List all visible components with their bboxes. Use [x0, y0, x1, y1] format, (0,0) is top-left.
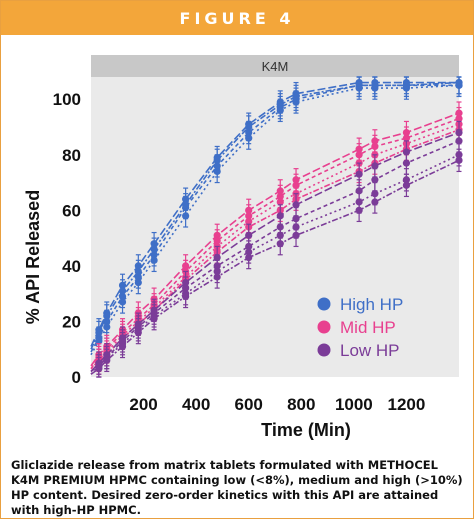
legend-marker [317, 343, 331, 357]
data-point [118, 342, 127, 351]
data-point [245, 253, 253, 262]
data-point [292, 201, 300, 209]
data-point [355, 170, 363, 178]
x-tick-label: 1200 [388, 395, 426, 414]
legend-label: Low HP [340, 341, 400, 360]
data-point [371, 198, 379, 206]
data-point [134, 328, 142, 337]
data-point [371, 176, 379, 184]
y-axis-title: % API Released [23, 190, 43, 324]
x-tick-label: 600 [235, 395, 263, 414]
y-tick-label: 80 [62, 146, 81, 165]
x-tick-label: 400 [182, 395, 210, 414]
panel-strip [91, 55, 459, 77]
data-point [276, 240, 284, 248]
data-point [134, 267, 142, 276]
data-point [455, 78, 463, 87]
data-point [355, 81, 363, 89]
data-point [182, 201, 190, 209]
legend-label: Mid HP [340, 318, 396, 337]
data-point [118, 287, 127, 295]
series-high-hp-4 [90, 76, 463, 350]
panel-label: K4M [262, 59, 289, 74]
x-tick-label: 200 [129, 395, 157, 414]
series-line [90, 117, 460, 370]
series-line [90, 84, 460, 356]
data-point [402, 159, 411, 167]
legend-marker [317, 297, 331, 311]
legend-label: High HP [340, 295, 403, 314]
data-point [150, 245, 158, 253]
data-point [103, 312, 111, 320]
figure-label: FIGURE 4 [179, 8, 295, 28]
data-point [402, 81, 411, 89]
y-tick-label: 100 [53, 90, 81, 109]
legend-item: Low HP [317, 341, 400, 360]
release-chart: K4M 0 20 40 60 80 100 200 400 600 800 1000 1200 % A… [23, 55, 463, 440]
y-tick-label: 60 [62, 201, 81, 220]
data-point [95, 328, 103, 337]
data-point [213, 273, 221, 281]
data-point [213, 156, 221, 164]
data-point [276, 101, 284, 109]
series-line [90, 81, 460, 350]
data-point [182, 292, 190, 301]
data-point [355, 206, 363, 214]
figure-header: FIGURE 4 [1, 1, 473, 35]
data-point [245, 123, 253, 131]
series-low-hp-4 [90, 148, 463, 378]
y-tick-label: 20 [62, 312, 81, 331]
data-point [292, 231, 300, 239]
legend: High HP Mid HP Low HP [317, 295, 403, 360]
legend-marker [317, 320, 331, 334]
data-point [371, 162, 379, 170]
data-point [455, 156, 463, 164]
data-series [90, 76, 463, 378]
figure-caption: Gliclazide release from matrix tablets f… [11, 458, 463, 517]
plot-area [91, 77, 459, 377]
x-axis-title: Time (Min) [261, 420, 351, 440]
y-tick-label: 40 [62, 257, 81, 276]
legend-item: Mid HP [317, 318, 396, 337]
data-point [402, 181, 411, 189]
data-point [150, 315, 158, 323]
axis-ticks: 0 20 40 60 80 100 200 400 600 800 1000 1200 [53, 90, 426, 414]
x-tick-label: 1000 [335, 395, 373, 414]
y-tick-label: 0 [72, 368, 81, 387]
legend-item: High HP [317, 295, 403, 314]
data-point [103, 356, 111, 364]
data-point [95, 365, 103, 373]
data-point [371, 81, 379, 89]
data-point [455, 137, 463, 145]
data-point [292, 92, 300, 101]
x-tick-label: 800 [287, 395, 315, 414]
